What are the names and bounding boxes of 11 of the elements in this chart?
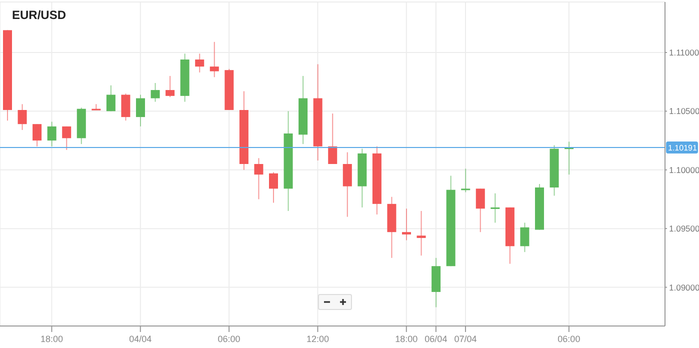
ref-line-label: 1.10191: [668, 143, 698, 152]
x-tick-label: 04/04: [129, 334, 152, 344]
x-tick-label: 18:00: [40, 334, 63, 344]
text: EUR/USD: [12, 8, 66, 22]
y-tick-label: 1.11000: [669, 47, 699, 58]
x-tick-label: 06/04: [424, 334, 448, 344]
x-tick-label: 18:00: [395, 334, 418, 344]
x-tick-label: 06:00: [558, 334, 580, 344]
x-tick-label: 12:00: [306, 334, 329, 344]
x-tick-label: 06:00: [218, 334, 240, 344]
x-tick-label: 07/04: [454, 334, 477, 344]
